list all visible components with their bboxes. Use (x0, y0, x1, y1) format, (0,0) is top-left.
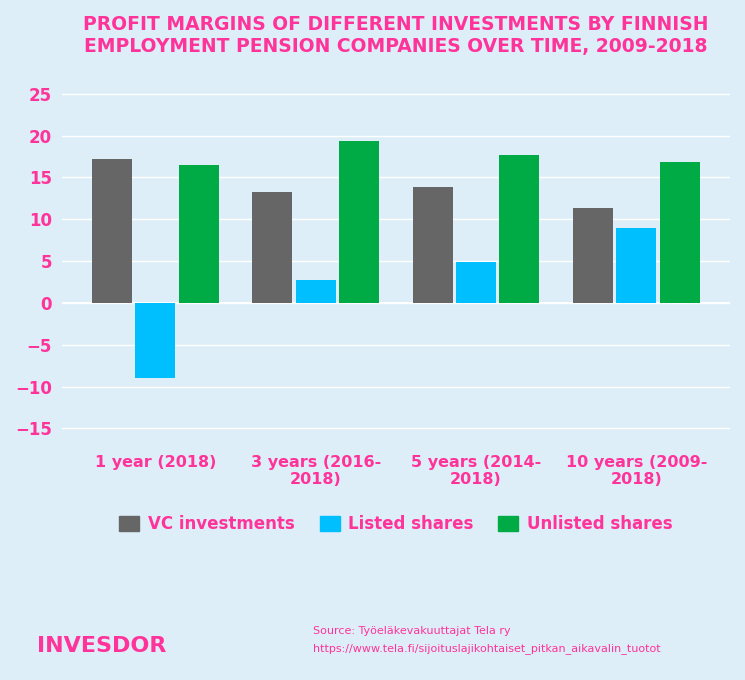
Bar (253, 192, 292, 303)
Bar (296, 280, 336, 303)
Text: Source: Työeläkevakuuttajat Tela ry: Source: Työeläkevakuuttajat Tela ry (313, 626, 510, 636)
Bar (92, 159, 132, 303)
Bar (136, 303, 175, 378)
Bar (573, 207, 613, 303)
Bar (659, 163, 700, 303)
Title: PROFIT MARGINS OF DIFFERENT INVESTMENTS BY FINNISH
EMPLOYMENT PENSION COMPANIES : PROFIT MARGINS OF DIFFERENT INVESTMENTS … (83, 15, 708, 56)
Bar (413, 188, 453, 303)
Bar (499, 155, 539, 303)
Bar (179, 165, 218, 303)
Legend: VC investments, Listed shares, Unlisted shares: VC investments, Listed shares, Unlisted … (112, 509, 679, 540)
Text: INVESDOR: INVESDOR (37, 636, 167, 656)
Bar (616, 228, 656, 303)
Text: https://www.tela.fi/sijoituslajikohtaiset_pitkan_aikavalin_tuotot: https://www.tela.fi/sijoituslajikohtaise… (313, 643, 661, 654)
Bar (339, 141, 379, 303)
Bar (456, 262, 496, 303)
